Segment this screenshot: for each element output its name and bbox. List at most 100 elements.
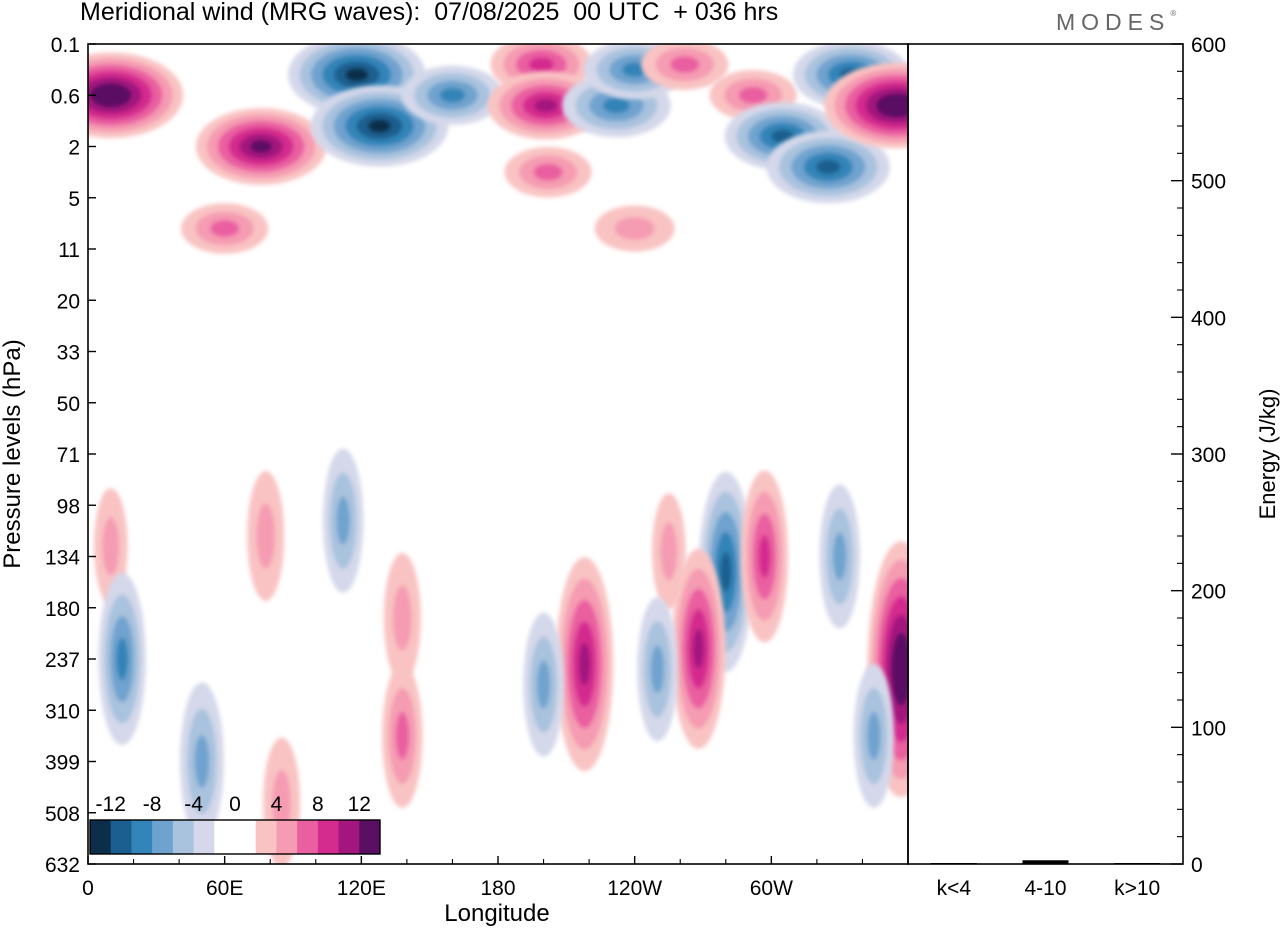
contour-band bbox=[439, 87, 466, 103]
energy-tick-label: 100 bbox=[1191, 717, 1226, 740]
contour-band bbox=[621, 62, 648, 78]
y-tick-label: 5 bbox=[68, 188, 80, 211]
y-tick-label: 310 bbox=[45, 700, 80, 723]
y-tick-label: 0.6 bbox=[51, 85, 80, 108]
colorbar-swatch bbox=[152, 820, 174, 854]
colorbar-swatch bbox=[359, 820, 381, 854]
wind-anomaly-cell bbox=[322, 448, 364, 593]
energy-tick-label: 400 bbox=[1191, 307, 1226, 330]
contour-band bbox=[815, 159, 841, 175]
contour-band bbox=[272, 770, 291, 835]
contour-band bbox=[896, 650, 906, 688]
contour-band bbox=[533, 163, 563, 181]
colorbar-swatch bbox=[235, 820, 257, 854]
colorbar: -12 -8 -4 0 4 8 12 bbox=[89, 793, 381, 855]
y-tick-label: 508 bbox=[45, 803, 80, 826]
wind-anomaly-cell bbox=[641, 44, 729, 90]
colorbar-swatch bbox=[90, 820, 112, 854]
energy-tick-label: 500 bbox=[1191, 171, 1226, 194]
y-tick-label: 50 bbox=[57, 393, 80, 416]
y-tick-label: 180 bbox=[45, 598, 80, 621]
logo-text: MODES bbox=[1056, 9, 1171, 35]
wind-anomaly-cell bbox=[179, 682, 224, 841]
colorbar-tick-label: -12 bbox=[96, 793, 126, 816]
wind-anomaly-cell bbox=[824, 62, 908, 149]
y-axis: 0.1 0.6 2 5 11 20 33 50 71 98 134 180 237 310 399 508 63… bbox=[45, 34, 96, 877]
wind-field bbox=[88, 44, 908, 864]
wind-anomaly-cell bbox=[383, 553, 421, 683]
wind-anomaly-cell bbox=[523, 612, 564, 757]
contour-band bbox=[100, 89, 122, 102]
contour-band bbox=[660, 522, 678, 581]
colorbar-swatch bbox=[193, 820, 215, 854]
colorbar-tick-label: 8 bbox=[312, 793, 324, 816]
x-tick-label: 120W bbox=[607, 877, 662, 900]
colorbar-swatch bbox=[131, 820, 153, 854]
contour-band bbox=[256, 503, 275, 569]
colorbar-swatch bbox=[110, 820, 132, 854]
energy-axis: 0 100 200 300 400 500 600 bbox=[1171, 34, 1226, 877]
energy-category-label: k<4 bbox=[937, 877, 972, 900]
contour-band bbox=[395, 711, 410, 760]
energy-tick-label: 200 bbox=[1191, 581, 1226, 604]
wind-anomaly-cell bbox=[671, 548, 726, 749]
contour-band bbox=[368, 119, 392, 133]
y-tick-label: 98 bbox=[57, 495, 80, 518]
wind-anomaly-cell bbox=[88, 52, 184, 139]
wind-anomaly-cell bbox=[487, 71, 604, 140]
wind-anomaly-cell bbox=[819, 484, 860, 629]
contour-band bbox=[758, 535, 771, 578]
energy-tick-label: 300 bbox=[1191, 444, 1226, 467]
wind-anomaly-cell bbox=[594, 205, 675, 252]
energy-bar bbox=[930, 863, 977, 865]
energy-bar bbox=[1022, 860, 1069, 864]
contour-band bbox=[528, 57, 554, 72]
x-axis: 0 60E 120E 180 120W 60W bbox=[82, 856, 863, 900]
x-axis-label: Longitude bbox=[444, 900, 549, 927]
wind-anomaly-cell bbox=[555, 557, 614, 772]
chart-title: Meridional wind (MRG waves): 07/08/2025 … bbox=[80, 0, 779, 26]
contour-band bbox=[886, 99, 907, 112]
colorbar-swatch bbox=[214, 820, 236, 854]
colorbar-swatch bbox=[297, 820, 319, 854]
y-tick-label: 20 bbox=[57, 290, 80, 313]
wind-anomaly-cell bbox=[740, 470, 789, 643]
modes-logo: MODES® bbox=[1056, 9, 1176, 36]
x-tick-label: 120E bbox=[337, 877, 386, 900]
contour-band bbox=[693, 628, 704, 669]
wind-anomaly-cell bbox=[195, 108, 327, 185]
y-tick-label: 134 bbox=[45, 547, 80, 570]
colorbar-swatch bbox=[338, 820, 360, 854]
registered-mark: ® bbox=[1170, 9, 1177, 18]
colorbar-tick-label: 12 bbox=[348, 793, 371, 816]
y-tick-label: 237 bbox=[45, 649, 80, 672]
contour-band bbox=[650, 645, 665, 694]
colorbar-swatch bbox=[172, 820, 194, 854]
contour-band bbox=[832, 532, 847, 581]
energy-category-label: 4-10 bbox=[1024, 877, 1066, 900]
contour-band bbox=[336, 496, 350, 545]
y-tick-label: 33 bbox=[57, 342, 80, 365]
contour-band bbox=[720, 551, 732, 592]
energy-tick-label: 600 bbox=[1191, 34, 1226, 57]
contour-band bbox=[867, 711, 881, 760]
energy-bar bbox=[1114, 863, 1161, 865]
y-tick-label: 71 bbox=[57, 444, 80, 467]
wind-anomaly-cell bbox=[853, 663, 895, 808]
contour-band bbox=[194, 735, 210, 788]
contour-band bbox=[578, 642, 591, 686]
contour-band bbox=[250, 140, 273, 153]
wind-anomaly-cell bbox=[98, 573, 146, 745]
wind-anomaly-cell bbox=[181, 203, 269, 254]
y-tick-label: 2 bbox=[68, 137, 80, 160]
wind-anomaly-cell bbox=[652, 493, 686, 610]
colorbar-tick-label: 0 bbox=[229, 793, 241, 816]
contour-band bbox=[536, 660, 551, 709]
contour-band bbox=[614, 217, 655, 240]
x-tick-label: 180 bbox=[480, 877, 515, 900]
y-tick-label: 632 bbox=[45, 854, 80, 877]
colorbar-swatch bbox=[276, 820, 298, 854]
energy-plot-frame bbox=[907, 43, 1184, 865]
wind-anomaly-cell bbox=[637, 597, 678, 742]
contour-band bbox=[345, 67, 369, 82]
